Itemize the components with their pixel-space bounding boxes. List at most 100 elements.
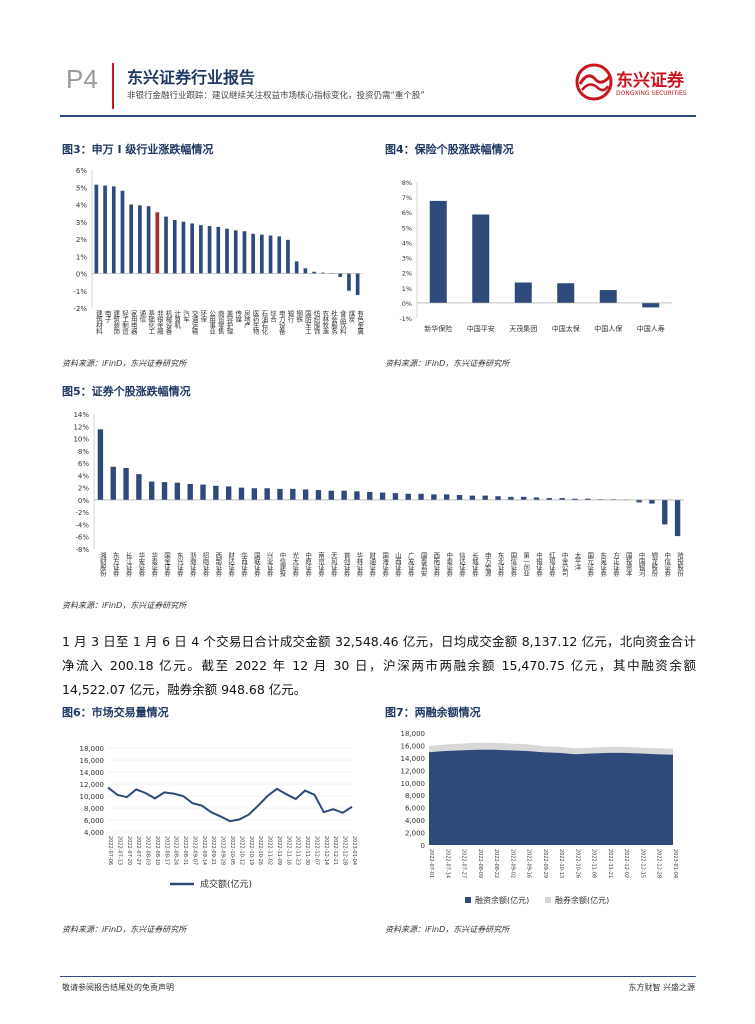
fig3-bar (338, 273, 343, 277)
fig5-ytick: -4% (75, 521, 89, 529)
fig6-xtick: 2022-12-14 (323, 836, 329, 865)
fig5-xtick: 财通证券 (368, 551, 376, 578)
fig6-xtick: 2022-12-28 (342, 836, 348, 865)
fig4-ytick: 8% (402, 179, 412, 187)
fig7-xtick: 2022-12-28 (656, 849, 662, 878)
fig6-chart: 4,000 6,000 8,000 10,000 12,000 14,000 16,000 1… (80, 745, 358, 890)
fig6-ytick: 10,000 (80, 793, 105, 801)
fig4-ytick: 3% (402, 255, 412, 263)
fig3-xtick: 轻工制造 (120, 309, 128, 336)
fig5-bar (444, 494, 450, 500)
fig4-ytick: 2% (402, 270, 412, 278)
fig3-ytick: 0% (76, 271, 87, 279)
fig4-ytick: 6% (402, 209, 412, 217)
fig5-bar (97, 429, 104, 500)
fig7-ytick: 2,000 (405, 830, 425, 838)
fig5-xtick: 西南证券 (432, 552, 440, 578)
fig6-xtick: 2022-07-06 (107, 836, 113, 865)
fig6-xtick: 2022-09-28 (220, 836, 226, 865)
fig5-bar (662, 499, 668, 525)
fig5-xtick: 国泰君安 (419, 552, 427, 578)
fig3-bar (103, 185, 107, 274)
fig6-xtick: 2022-10-12 (238, 836, 244, 865)
fig6-xtick: 2022-10-19 (248, 836, 254, 865)
fig4-ytick: 0% (402, 300, 412, 308)
fig5-xtick: 东方证券 (111, 551, 119, 578)
fig3-bar (277, 236, 282, 274)
fig3-bar (155, 212, 160, 274)
fig7-area-margin-financing (429, 749, 673, 845)
fig3-xtick: 有色金属 (356, 309, 364, 336)
fig7-ytick: 18,000 (401, 730, 426, 738)
market-summary-paragraph: 1 月 3 日至 1 月 6 日 4 个交易日合计成交金额 32,548.46 … (62, 634, 696, 697)
fig3-bar (286, 239, 290, 274)
footer-rule (60, 976, 696, 977)
fig5-bar (290, 488, 296, 500)
fig3-bar (347, 273, 351, 291)
fig5-xtick: 浙商证券 (188, 551, 196, 578)
fig5-bar (161, 482, 168, 500)
fig5-xtick: 长城证券 (470, 551, 478, 578)
fig6-xtick: 2022-09-07 (191, 836, 197, 865)
fig5-title: 图5：证券个股涨跌幅情况 (62, 385, 191, 398)
fig5-bar (495, 496, 501, 500)
fig3-ytick: 1% (76, 253, 87, 261)
fig5-xtick: 中银证券 (535, 551, 543, 578)
fig3-xtick: 国防军工 (303, 310, 311, 335)
page-number: P4 (66, 64, 98, 94)
fig5-xtick: 中原证券 (304, 551, 312, 578)
logo-text: 东兴证券 (616, 71, 684, 91)
header-divider (112, 63, 114, 109)
fig3-xtick: 汽车 (181, 309, 189, 324)
fig5-bar (533, 497, 540, 500)
logo-subtext: DONGXING SECURITIES (616, 90, 687, 97)
fig5-bar (200, 484, 206, 500)
fig5-bar (431, 494, 437, 500)
fig3-bar (233, 230, 238, 274)
fig7-xtick: 2022-09-02 (509, 849, 515, 878)
fig6-xtick: 2022-09-21 (210, 836, 216, 865)
fig4-xtick: 新华保险 (424, 324, 452, 333)
fig6-xtick: 2022-07-27 (135, 836, 141, 865)
fig5-bar (302, 489, 309, 500)
fig3-bar (268, 235, 273, 274)
fig5-ytick: -8% (75, 546, 89, 554)
fig3-xtick: 食品饮料 (338, 309, 346, 336)
footer-slogan: 东方财智 兴盛之源 (628, 983, 695, 992)
fig5-bar (136, 474, 142, 500)
fig5-xtick: 东吴证券 (599, 551, 607, 578)
fig7-xtick: 2022-12-02 (623, 849, 629, 878)
fig6-xtick: 2022-08-10 (154, 836, 160, 865)
footer-disclaimer: 敬请参阅报告结尾处的免责声明 (62, 983, 174, 992)
fig3-xtick: 电子 (103, 309, 111, 323)
fig3-bar (260, 234, 264, 274)
header-rule (60, 115, 696, 117)
fig5-xtick: 中信证券 (663, 551, 671, 578)
fig7-ytick: 12,000 (401, 767, 426, 775)
fig5-ytick: 14% (73, 411, 89, 419)
fig4-ytick: 7% (402, 194, 412, 202)
fig5-xtick: 国联证券 (252, 552, 260, 578)
fig7-xtick: 2022-10-13 (558, 849, 564, 878)
fig3-source: 资料来源：iFinD，东兴证券研究所 (62, 359, 187, 368)
fig4-bar (557, 283, 575, 303)
fig5-xtick: 华泰证券 (150, 551, 158, 578)
fig3-ytick: 2% (76, 236, 87, 244)
fig3-xtick: 建筑装饰 (112, 309, 120, 336)
fig3-bar (312, 271, 316, 274)
fig5-xtick: 中国银河 (637, 551, 645, 577)
fig5-ytick: 2% (78, 485, 89, 493)
fig5-xtick: 太平洋 (573, 551, 581, 572)
fig3-xtick: 计算机 (173, 309, 181, 330)
fig5-xtick: 天风证券 (329, 552, 337, 578)
fig5-bar (418, 493, 424, 500)
fig7-chart: 0 2,000 4,000 6,000 8,000 10,000 12,000 14,000 1… (401, 730, 679, 905)
fig7-legend-short: 融券余额(亿元) (555, 895, 609, 905)
fig6-xtick: 2022-10-26 (257, 836, 263, 865)
fig7-title: 图7：两融余额情况 (385, 706, 481, 719)
fig3-chart: -2% -1% 0% 1% 2% 3% 4% 5% 6% 建筑材料 电子 建筑装饰 轻工制造 家用电器 通信… (73, 167, 364, 336)
fig5-xtick: 中泰证券 (445, 551, 453, 578)
fig3-ytick: -2% (73, 305, 87, 313)
fig3-bar (225, 228, 229, 274)
fig6-xtick: 2022-08-24 (173, 836, 179, 865)
